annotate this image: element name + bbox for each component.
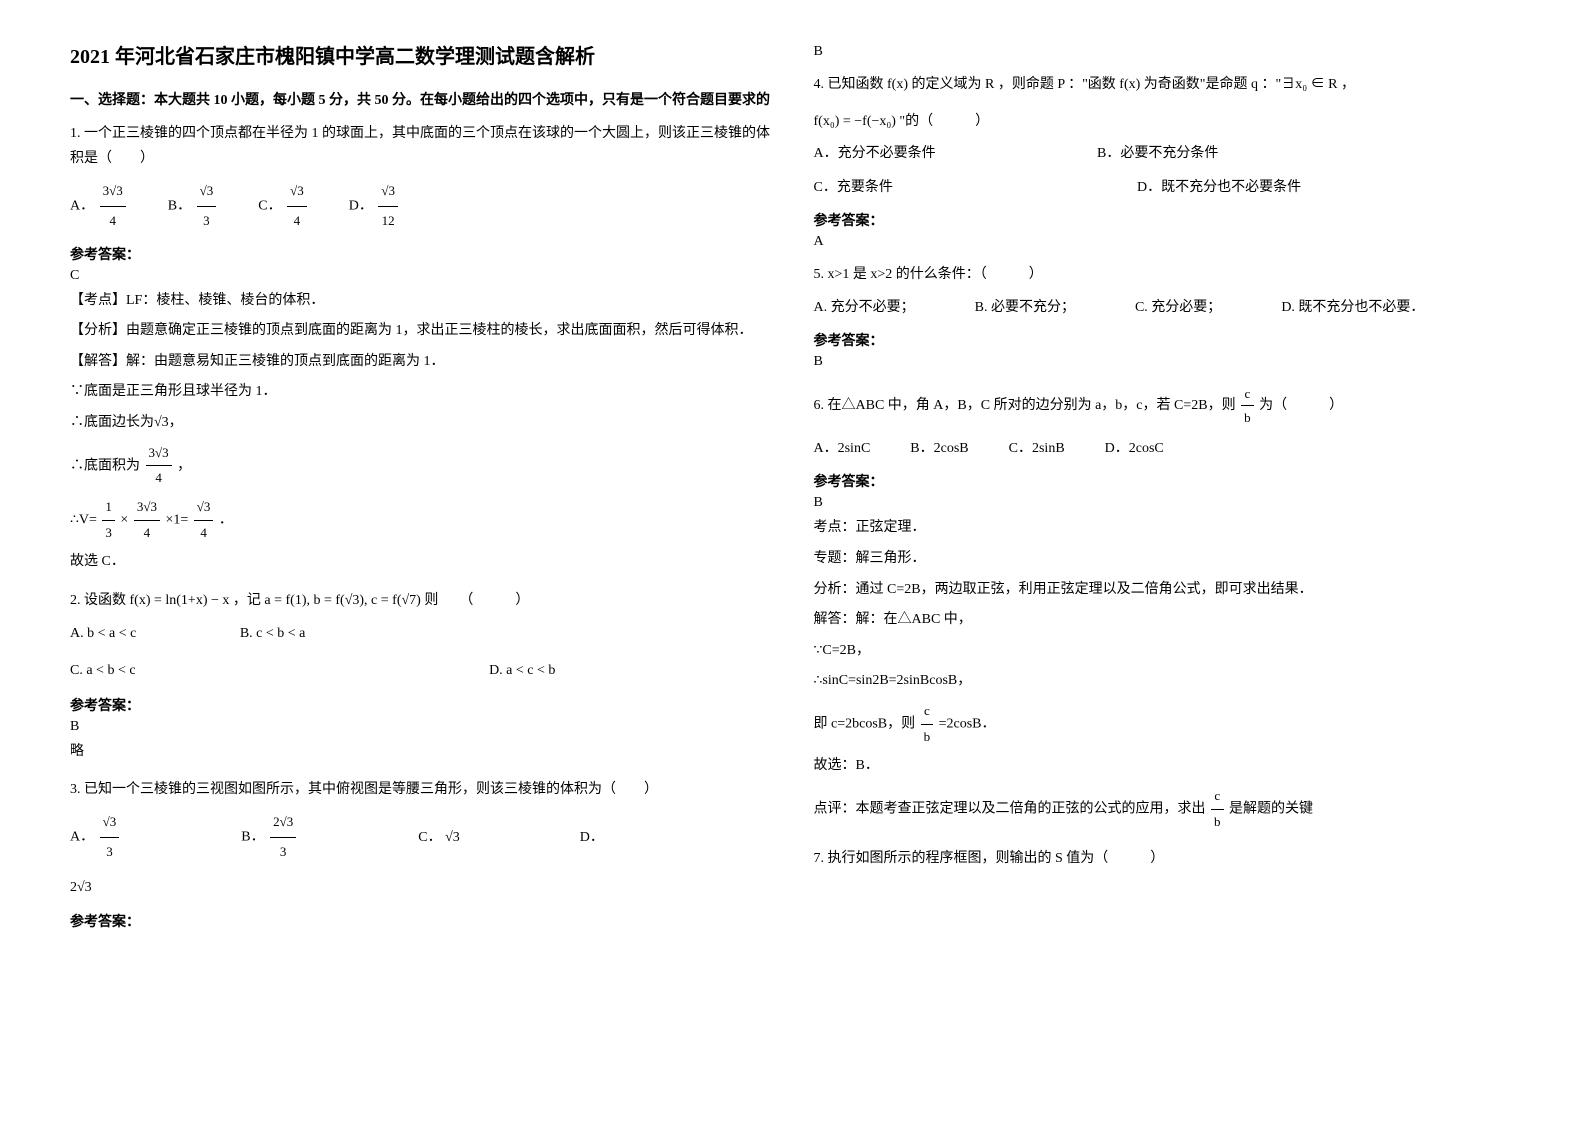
q1-answer-label: 参考答案： [70,244,774,264]
q2-option-a: A. b < a < c [70,619,136,650]
q1-conclusion: 故选 C． [70,549,774,576]
q3-option-d-label: D． [580,823,604,854]
q1-option-c: C． √34 [258,177,308,235]
q1-option-b: B． √33 [168,177,218,235]
q6-options: A．2sinC B．2cosB C．2sinB D．2cosC [814,435,1518,463]
q3-answer: B [814,44,1518,60]
q5-answer-label: 参考答案： [814,330,1518,350]
q3-options: A． √33 B． 2√33 C． √3 D． [70,808,774,866]
q1-solve5: ∴V= 13 × 3√34 ×1= √34 ． [70,495,774,545]
q2-options-row2: C. a < b < c D. a < c < b [70,656,774,687]
question-1: 1. 一个正三棱锥的四个顶点都在半径为 1 的球面上，其中底面的三个顶点在该球的… [70,121,774,171]
q2-answer: B [70,719,774,735]
q3-answer-label: 参考答案： [70,911,774,931]
q6-option-c: C．2sinB [1009,435,1065,463]
question-6: 6. 在△ABC 中，角 A，B，C 所对的边分别为 a，b，c，若 C=2B，… [814,382,1518,430]
q6-solve4: 即 c=2bcosB，则 cb =2cosB． [814,699,1518,749]
q5-answer: B [814,354,1518,370]
q4-answer-label: 参考答案： [814,210,1518,230]
q4-options-row2: C．充要条件 D．既不充分也不必要条件 [814,174,1518,202]
q1-solve1: 【解答】解：由题意易知正三棱锥的顶点到底面的距离为 1． [70,349,774,376]
q1-solve3: ∴底面边长为√3， [70,410,774,437]
q6-option-d: D．2cosC [1105,435,1164,463]
q1-point: 【考点】LF：棱柱、棱锥、棱台的体积． [70,288,774,315]
q6-conclusion: 故选：B． [814,753,1518,780]
q3-option-d-val: 2√3 [70,873,774,904]
q4-option-b: B．必要不充分条件 [1097,146,1218,161]
q6-option-a: A．2sinC [814,435,871,463]
question-4-line2: f(x₀) = −f(−x₀) "的（ ） [814,109,1518,134]
q5-option-b: B. 必要不充分； [975,294,1075,322]
question-7: 7. 执行如图所示的程序框图，则输出的 S 值为（ ） [814,846,1518,871]
section-header: 一、选择题：本大题共 10 小题，每小题 5 分，共 50 分。在每小题给出的四… [70,89,774,109]
q1-solve4: ∴底面积为 3√34 ， [70,441,774,491]
q3-option-b: B． 2√33 [241,808,298,866]
q5-option-a: A. 充分不必要； [814,294,915,322]
q1-answer: C [70,268,774,284]
q1-option-d: D． √312 [349,177,400,235]
question-2: 2. 设函数 f(x) = ln(1+x) − x ，记 a = f(1), b… [70,588,774,613]
q6-point: 考点：正弦定理． [814,515,1518,542]
q6-solve3: ∴sinC=sin2B=2sinBcosB， [814,668,1518,695]
q3-option-c: C． √3 [418,823,460,854]
right-column: B 4. 已知函数 f(x) 的定义域为 R ，则命题 P ："函数 f(x) … [794,40,1538,1082]
q4-options-row1: A．充分不必要条件 B．必要不充分条件 [814,140,1518,168]
q6-comment: 点评：本题考查正弦定理以及二倍角的正弦的公式的应用，求出 cb 是解题的关键 [814,784,1518,834]
q2-note: 略 [70,739,774,766]
q3-option-a: A． √33 [70,808,121,866]
question-5: 5. x>1 是 x>2 的什么条件：（ ） [814,262,1518,287]
q1-option-a: A． 3√34 [70,177,128,235]
q4-answer: A [814,234,1518,250]
q6-solve2: ∵C=2B， [814,638,1518,665]
q4-option-c: C．充要条件 [814,174,1104,202]
question-4: 4. 已知函数 f(x) 的定义域为 R ，则命题 P ："函数 f(x) 为奇… [814,72,1518,97]
q2-answer-label: 参考答案： [70,695,774,715]
page-title: 2021 年河北省石家庄市槐阳镇中学高二数学理测试题含解析 [70,40,774,69]
q2-option-d: D. a < c < b [489,656,555,687]
q6-topic: 专题：解三角形． [814,546,1518,573]
q5-option-d: D. 既不充分也不必要． [1281,294,1424,322]
q5-option-c: C. 充分必要； [1135,294,1221,322]
q6-solve1: 解答：解：在△ABC 中， [814,607,1518,634]
left-column: 2021 年河北省石家庄市槐阳镇中学高二数学理测试题含解析 一、选择题：本大题共… [50,40,794,1082]
q5-options: A. 充分不必要； B. 必要不充分； C. 充分必要； D. 既不充分也不必要… [814,294,1518,322]
q2-options-row1: A. b < a < c B. c < b < a [70,619,774,650]
q1-analysis: 【分析】由题意确定正三棱锥的顶点到底面的距离为 1，求出正三棱柱的棱长，求出底面… [70,318,774,345]
q6-option-b: B．2cosB [910,435,968,463]
q2-option-b: B. c < b < a [240,619,306,650]
q4-option-d: D．既不充分也不必要条件 [1137,180,1301,195]
q6-analysis: 分析：通过 C=2B，两边取正弦，利用正弦定理以及二倍角公式，即可求出结果． [814,577,1518,604]
q1-options: A． 3√34 B． √33 C． √34 D． √312 [70,177,774,235]
q6-answer: B [814,495,1518,511]
question-3: 3. 已知一个三棱锥的三视图如图所示，其中俯视图是等腰三角形，则该三棱锥的体积为… [70,777,774,802]
q4-option-a: A．充分不必要条件 [814,140,1064,168]
q2-option-c: C. a < b < c [70,656,136,687]
q1-solve2: ∵底面是正三角形且球半径为 1． [70,379,774,406]
q6-answer-label: 参考答案： [814,471,1518,491]
